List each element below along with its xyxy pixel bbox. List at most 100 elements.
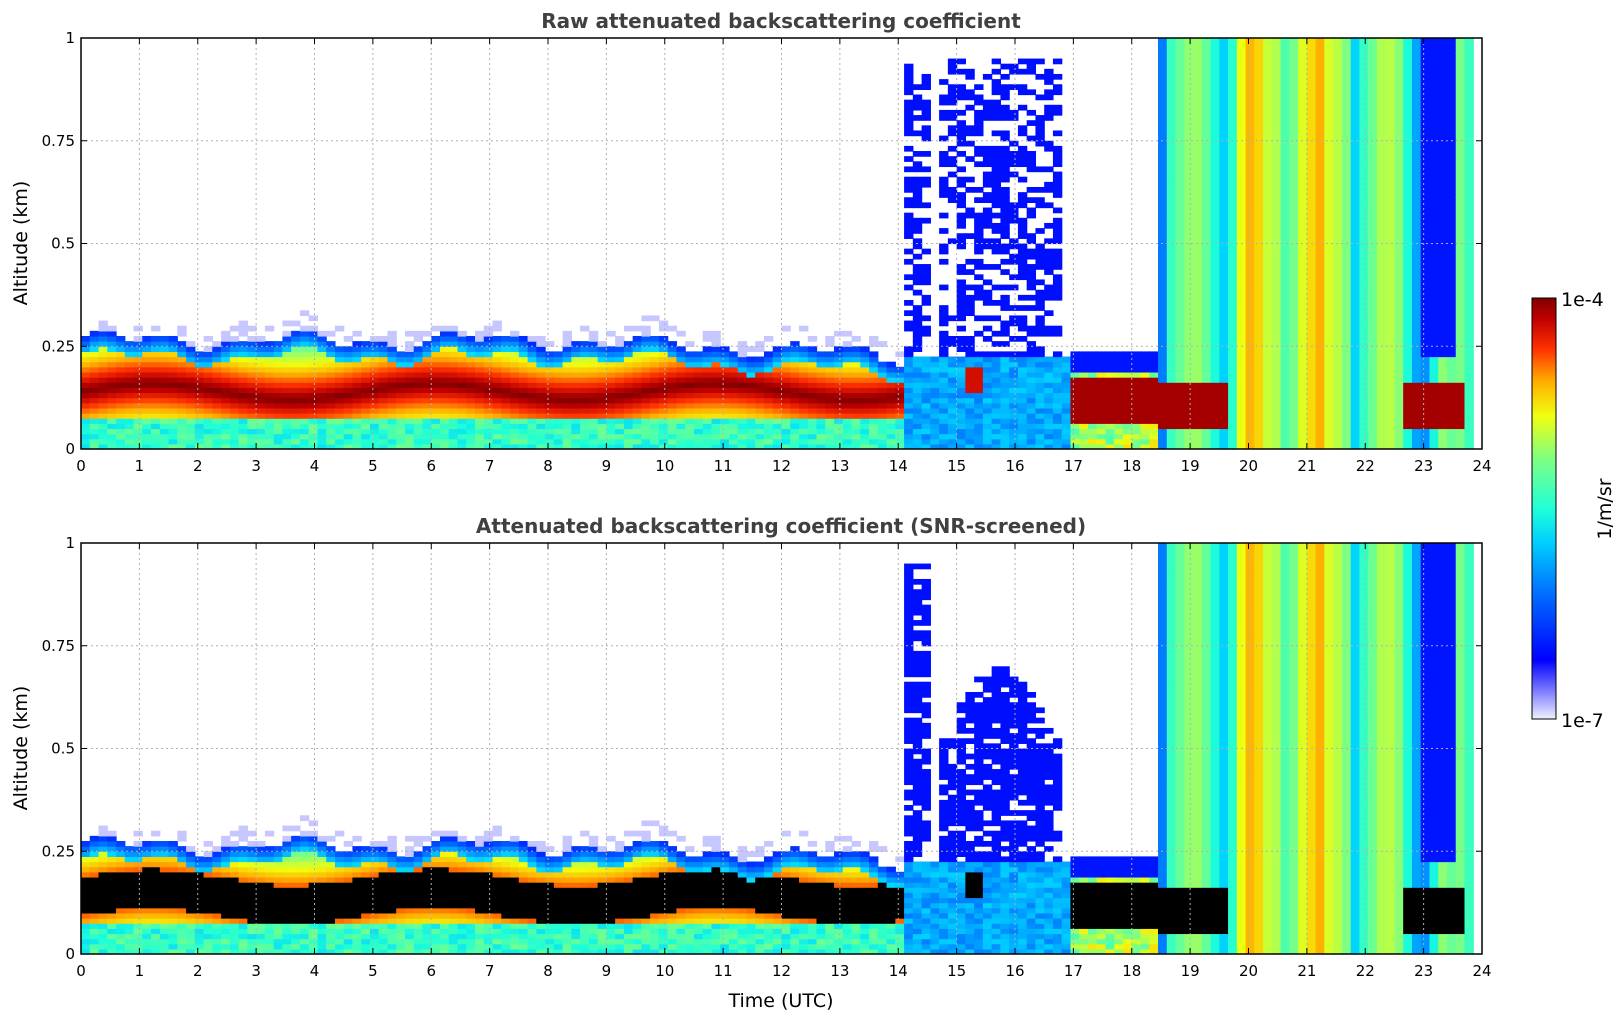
heatmap-cell — [308, 433, 319, 440]
heatmap-cell — [1035, 397, 1045, 404]
heatmap-cell — [1350, 346, 1361, 352]
heatmap-cell — [317, 443, 327, 449]
heatmap-cell — [1079, 387, 1089, 394]
heatmap-cell — [247, 387, 257, 394]
heatmap-cell — [772, 428, 783, 435]
heatmap-cell — [921, 428, 931, 435]
heatmap-cell — [247, 423, 257, 430]
heatmap-cell — [1359, 366, 1369, 373]
heatmap-cell — [1061, 423, 1072, 430]
heatmap-cell — [991, 443, 1002, 449]
heatmap-cell — [571, 428, 581, 435]
heatmap-cell — [1298, 228, 1308, 234]
heatmap-cell — [965, 125, 975, 132]
heatmap-cell — [904, 99, 914, 106]
heatmap-cell — [1201, 248, 1212, 255]
heatmap-cell — [597, 392, 607, 399]
heatmap-cell — [580, 418, 590, 424]
heatmap-cell — [326, 371, 336, 378]
heatmap-cell — [510, 346, 520, 352]
heatmap-cell — [1359, 222, 1369, 229]
heatmap-cell — [1245, 335, 1255, 342]
heatmap-cell — [632, 346, 642, 352]
heatmap-cell — [597, 387, 607, 394]
heatmap-cell — [1271, 397, 1282, 404]
heatmap-cell — [1201, 99, 1212, 106]
heatmap-cell — [308, 315, 319, 322]
heatmap-cell — [685, 351, 695, 358]
heatmap-cell — [1254, 104, 1264, 111]
heatmap-cell — [1324, 99, 1334, 106]
heatmap-cell — [1210, 166, 1220, 173]
heatmap-cell — [1341, 320, 1352, 327]
heatmap-cell — [939, 135, 949, 142]
heatmap-cell — [1000, 207, 1010, 214]
heatmap-cell — [1166, 346, 1177, 352]
heatmap-cell — [1236, 58, 1247, 65]
heatmap-cell — [632, 397, 642, 404]
heatmap-cell — [816, 356, 826, 363]
heatmap-cell — [475, 387, 485, 394]
heatmap-cell — [1175, 315, 1185, 322]
heatmap-cell — [728, 413, 739, 419]
heatmap-cell — [98, 392, 108, 399]
heatmap-cell — [650, 397, 660, 404]
heatmap-cell — [1341, 279, 1352, 286]
heatmap-cell — [81, 341, 91, 347]
heatmap-cell — [772, 407, 783, 414]
heatmap-cell — [974, 238, 984, 245]
heatmap-cell — [1184, 135, 1194, 142]
heatmap-cell — [229, 413, 240, 419]
heatmap-cell — [501, 382, 511, 388]
heatmap-cell — [1026, 63, 1037, 70]
heatmap-cell — [361, 392, 371, 399]
heatmap-cell — [720, 413, 730, 419]
heatmap-cell — [151, 438, 161, 445]
heatmap-cell — [413, 418, 424, 424]
heatmap-cell — [124, 371, 135, 378]
heatmap-cell — [1044, 284, 1054, 291]
heatmap-cell — [1350, 99, 1361, 106]
heatmap-cell — [247, 438, 257, 445]
heatmap-cell — [1026, 413, 1037, 419]
heatmap-cell — [904, 407, 914, 414]
heatmap-cell — [194, 387, 205, 394]
heatmap-cell — [1087, 366, 1098, 373]
heatmap-cell — [1254, 228, 1264, 234]
heatmap-cell — [877, 423, 888, 430]
heatmap-cell — [1306, 115, 1317, 121]
heatmap-cell — [168, 443, 178, 449]
heatmap-cell — [571, 377, 581, 383]
heatmap-cell — [343, 366, 354, 373]
heatmap-cell — [527, 397, 537, 404]
heatmap-cell — [580, 356, 590, 363]
heatmap-cell — [1350, 109, 1361, 116]
heatmap-cell — [492, 325, 502, 332]
heatmap-cell — [939, 371, 949, 378]
heatmap-cell — [1315, 341, 1325, 347]
heatmap-cell — [1201, 294, 1212, 301]
heatmap-cell — [1210, 38, 1220, 44]
heatmap-cell — [422, 413, 432, 419]
heatmap-cell — [904, 300, 914, 306]
heatmap-cell — [1350, 222, 1361, 229]
heatmap-cell — [1350, 366, 1361, 373]
heatmap-cell — [1254, 125, 1264, 132]
heatmap-cell — [1254, 356, 1264, 363]
heatmap-cell — [1166, 104, 1177, 111]
heatmap-cell — [1122, 438, 1133, 445]
heatmap-cell — [299, 428, 310, 435]
heatmap-cell — [1210, 341, 1220, 347]
heatmap-cell — [352, 407, 362, 414]
heatmap-cell — [632, 407, 642, 414]
heatmap-cell — [1193, 217, 1203, 224]
heatmap-cell — [842, 346, 853, 352]
heatmap-cell — [588, 402, 599, 409]
heatmap-cell — [921, 79, 931, 85]
heatmap-cell — [510, 361, 520, 368]
heatmap-cell — [658, 371, 669, 378]
heatmap-cell — [107, 356, 117, 363]
heatmap-cell — [1175, 300, 1185, 306]
heatmap-cell — [755, 382, 765, 388]
heatmap-cell — [1017, 89, 1028, 96]
